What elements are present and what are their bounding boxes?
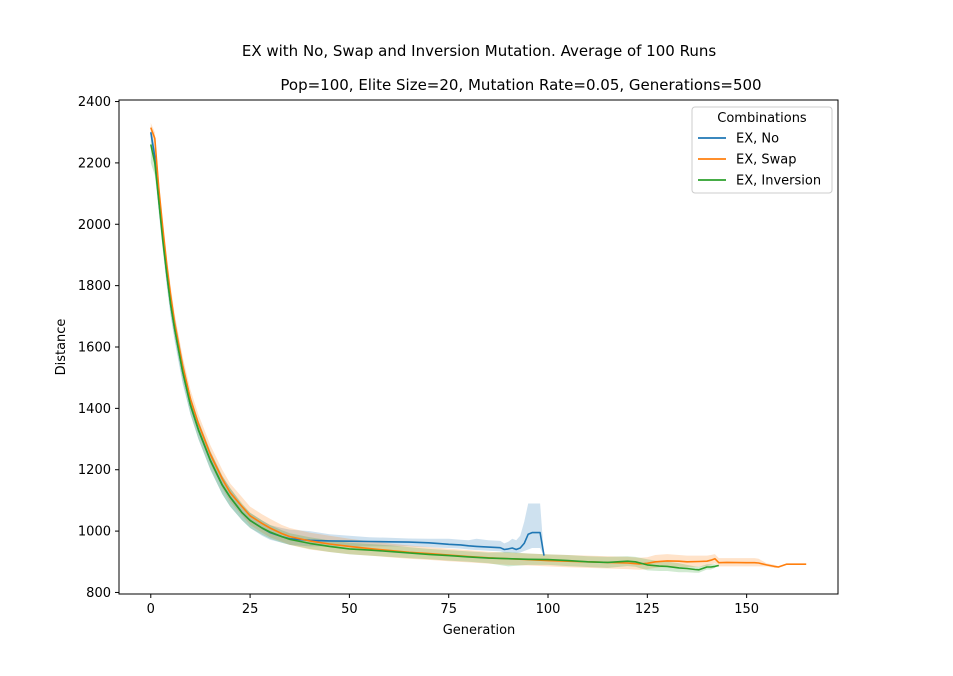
legend-box xyxy=(691,106,833,194)
y-tick-label: 1800 xyxy=(78,279,111,294)
y-tick-label: 1000 xyxy=(78,525,111,540)
chart-title: EX with No, Swap and Inversion Mutation.… xyxy=(242,42,716,60)
x-tick-label: 125 xyxy=(635,602,660,617)
x-tick-label: 25 xyxy=(242,602,259,617)
x-axis: 0 25 50 75 100 125 150 xyxy=(147,594,759,617)
y-tick-label: 2400 xyxy=(78,95,111,110)
x-tick-label: 0 xyxy=(147,602,155,617)
legend: Combinations EX, No EX, Swap EX, Inversion xyxy=(691,106,833,194)
x-tick-label: 50 xyxy=(341,602,358,617)
line-ex-no xyxy=(150,132,545,556)
legend-label-ex-swap: EX, Swap xyxy=(736,153,797,168)
band-ex-inversion xyxy=(150,132,719,573)
legend-label-ex-no: EX, No xyxy=(736,132,779,147)
y-tick-label: 800 xyxy=(86,586,111,601)
legend-label-ex-inversion: EX, Inversion xyxy=(736,174,821,189)
y-axis: 800 1000 1200 1400 1600 1800 2000 2200 2400 xyxy=(78,95,119,601)
y-tick-label: 1600 xyxy=(78,341,111,356)
series-lines xyxy=(150,127,807,571)
line-ex-inversion xyxy=(150,144,719,571)
y-tick-label: 2000 xyxy=(78,218,111,233)
x-tick-label: 75 xyxy=(440,602,457,617)
y-tick-label: 1200 xyxy=(78,463,111,478)
band-ex-no xyxy=(150,126,545,556)
x-axis-label: Generation xyxy=(443,623,516,638)
legend-title: Combinations xyxy=(717,111,807,126)
y-tick-label: 1400 xyxy=(78,402,111,417)
x-tick-label: 100 xyxy=(536,602,561,617)
y-axis-label: Distance xyxy=(54,319,69,376)
line-ex-swap xyxy=(150,127,807,568)
x-tick-label: 150 xyxy=(734,602,759,617)
chart-subtitle: Pop=100, Elite Size=20, Mutation Rate=0.… xyxy=(280,76,761,94)
y-tick-label: 2200 xyxy=(78,156,111,171)
